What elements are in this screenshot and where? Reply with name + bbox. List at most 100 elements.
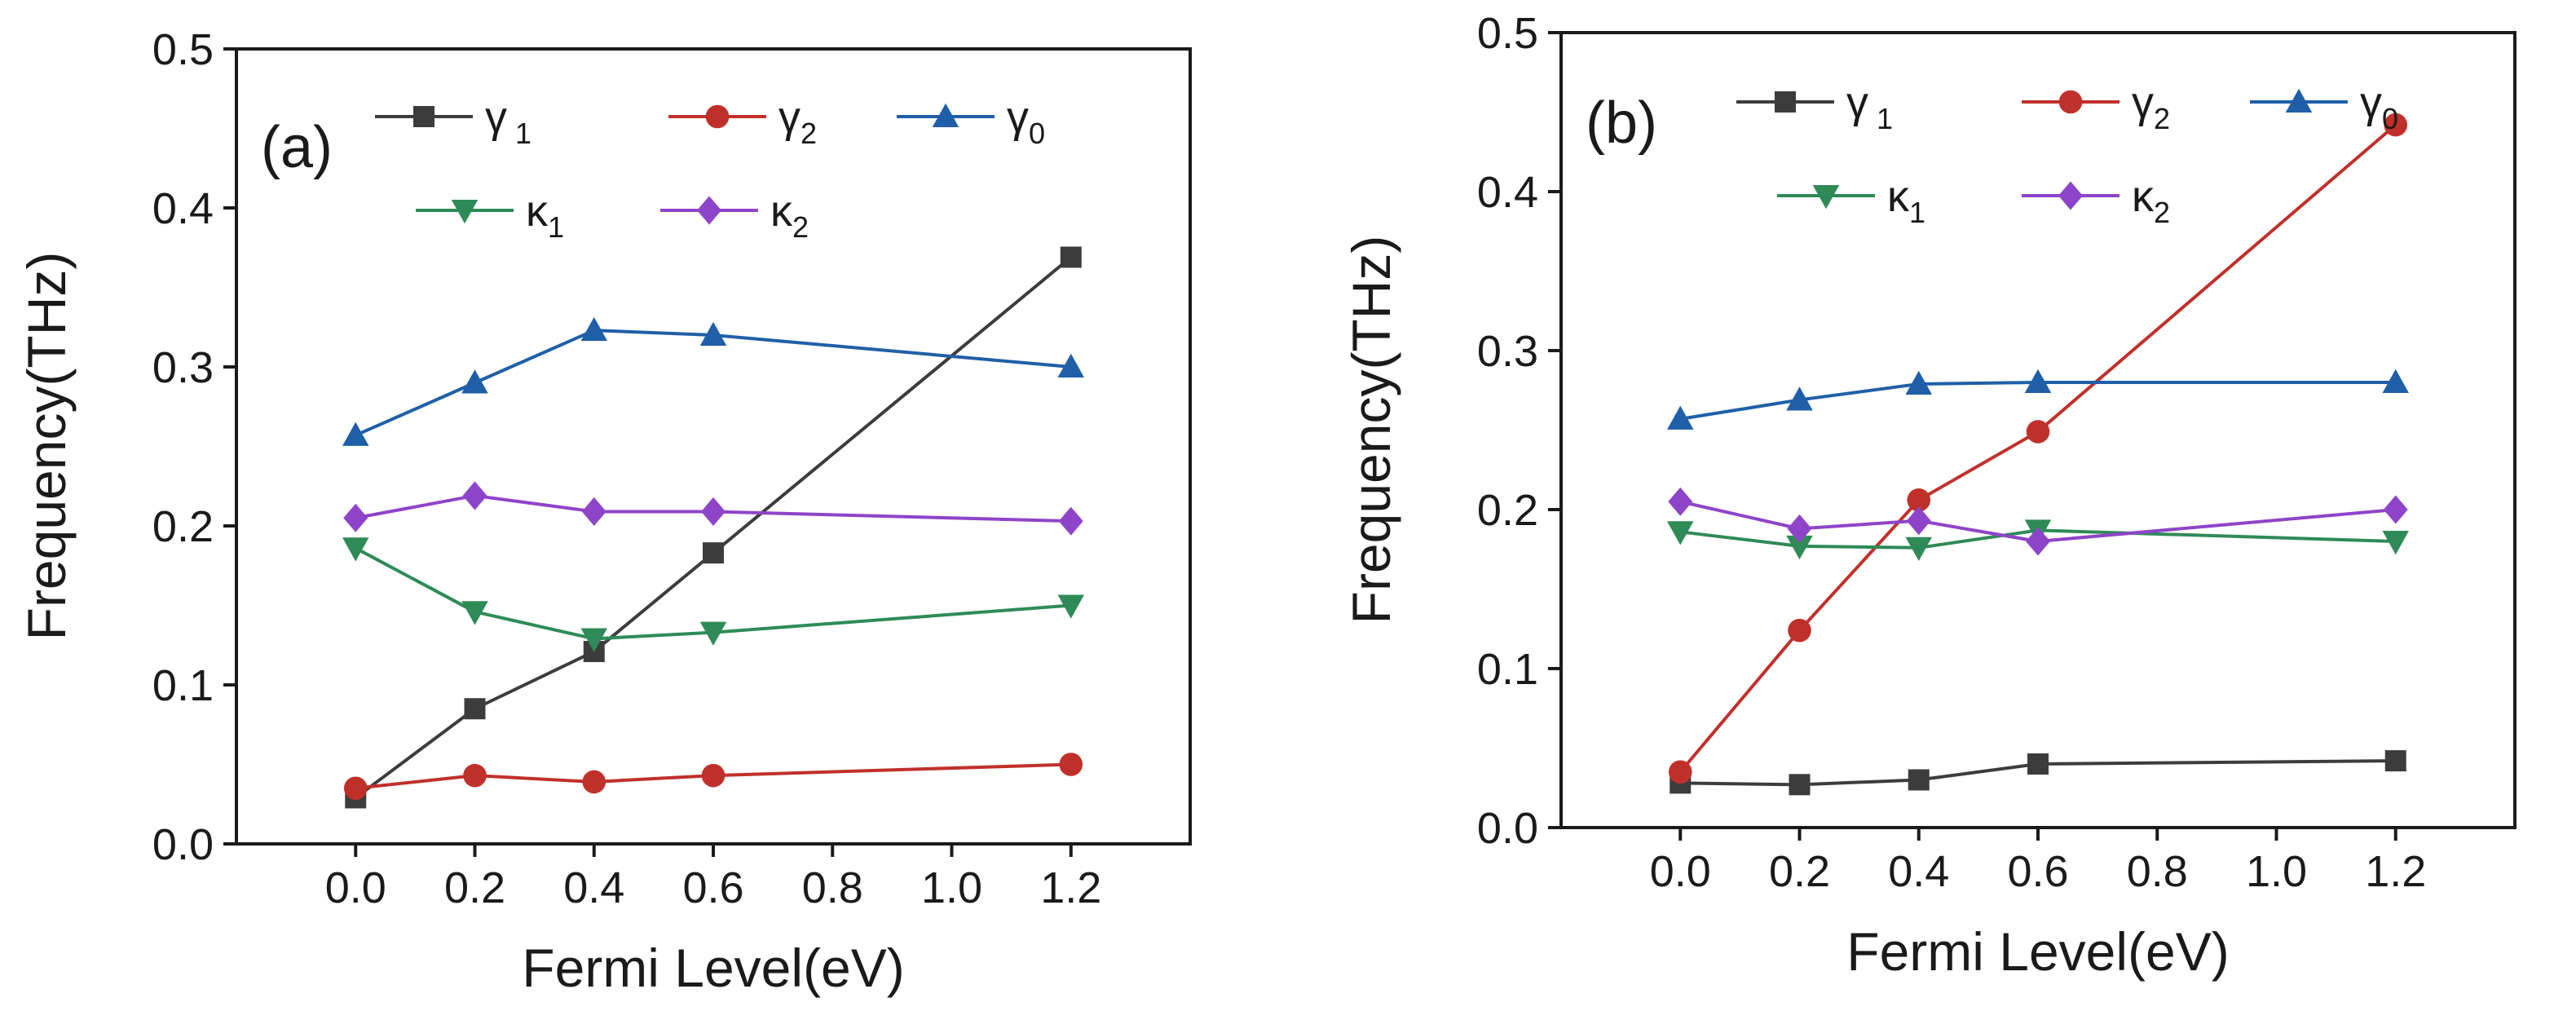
data-point-kappa1 <box>1786 535 1813 560</box>
data-point-kappa2 <box>581 497 607 526</box>
axis-ticks: 0.0 0.2 0.4 0.6 0.8 1.0 1.2 0.0 0.1 0.2 0.3 0.4 0.5 <box>1477 9 2426 896</box>
data-point-gamma1 <box>1789 774 1811 796</box>
x-tick-label: 0.2 <box>444 863 505 912</box>
legend-label: γ2 <box>2132 78 2170 135</box>
legend-marker <box>932 103 959 127</box>
legend-marker-symbol <box>1812 185 1840 210</box>
legend-label: γ 1 <box>485 93 532 150</box>
data-point-gamma0 <box>461 369 488 394</box>
data-point-gamma2 <box>1907 488 1931 512</box>
panel-b: 0.0 0.2 0.4 0.6 0.8 1.0 1.20.00.10.20.30.40.5 … <box>1341 9 2516 982</box>
legend-marker <box>697 196 721 225</box>
data-point-kappa1 <box>342 537 369 562</box>
legend-item-gamma0: γ0 <box>897 93 1045 150</box>
plot-frame <box>235 47 1192 846</box>
legend-label: γ 1 <box>1846 78 1893 135</box>
legend-label: γ0 <box>1007 93 1045 150</box>
data-point-kappa2 <box>701 497 726 526</box>
data-point-gamma0 <box>2382 369 2409 393</box>
axis-ticks: 0.0 0.2 0.4 0.6 0.8 1.0 1.2 0.0 0.1 0.2 0.3 0.4 0.5 <box>152 25 1101 912</box>
legend-label: κ1 <box>1887 172 1925 229</box>
data-point-kappa2 <box>1787 514 1812 543</box>
legend-marker <box>413 106 434 127</box>
series-markers <box>1667 113 2409 796</box>
data-point-gamma0 <box>699 321 727 346</box>
panel-a: 0.0 0.2 0.4 0.6 0.8 1.0 1.20.00.10.20.30.40.5 … <box>16 25 1192 998</box>
legend-item-kappa1: κ1 <box>1777 172 1925 229</box>
x-axis-title: Fermi Level(eV) <box>522 938 904 998</box>
x-tick-label: 0.8 <box>2127 847 2188 896</box>
data-point-kappa2 <box>462 481 487 510</box>
y-tick-label: 0.3 <box>1477 327 1538 376</box>
x-tick-label: 0.2 <box>1769 847 1830 896</box>
y-axis-title: Frequency(THz) <box>1341 236 1401 625</box>
y-tick-label: 0.5 <box>152 25 214 74</box>
legend-item-kappa2: κ2 <box>2022 172 2170 229</box>
y-tick-label: 0.5 <box>1477 9 1538 58</box>
legend-item-gamma1: γ 1 <box>1736 78 1893 135</box>
data-point-kappa2 <box>2026 527 2050 556</box>
legend-label: γ0 <box>2360 78 2398 135</box>
legend-marker-symbol <box>451 200 479 224</box>
data-point-gamma2 <box>2384 113 2408 137</box>
data-point-gamma0 <box>580 316 607 342</box>
y-tick-label: 0.0 <box>152 820 214 869</box>
legend-marker <box>1775 91 1796 113</box>
legend-marker-symbol <box>2058 181 2083 210</box>
data-point-gamma2 <box>1788 618 1811 642</box>
series-line-gamma2 <box>1678 123 2397 774</box>
y-tick-label: 0.0 <box>1477 804 1538 853</box>
y-axis-title: Frequency(THz) <box>16 252 77 641</box>
panel-label: (b) <box>1586 91 1657 156</box>
y-tick-label: 0.3 <box>152 343 214 392</box>
data-point-kappa2 <box>1058 506 1083 536</box>
data-point-gamma1 <box>1908 769 1930 791</box>
data-point-gamma2 <box>582 770 607 794</box>
data-point-gamma2 <box>463 763 487 788</box>
data-point-gamma2 <box>1059 753 1083 776</box>
x-tick-label: 0.4 <box>563 863 624 912</box>
data-point-gamma1 <box>464 698 486 720</box>
y-tick-label: 0.2 <box>1477 486 1538 535</box>
x-tick-label: 0.6 <box>682 863 743 912</box>
data-point-kappa1 <box>699 621 727 646</box>
data-point-gamma1 <box>1060 246 1082 268</box>
legend-marker-symbol <box>413 106 434 127</box>
legend-marker <box>451 200 479 224</box>
legend-label: κ2 <box>770 187 809 244</box>
y-tick-label: 0.4 <box>152 184 214 233</box>
legend-item-gamma1: γ 1 <box>375 93 532 150</box>
x-tick-label: 0.4 <box>1888 847 1949 896</box>
data-point-gamma0 <box>2024 369 2052 393</box>
data-point-gamma2 <box>701 763 726 788</box>
y-tick-label: 0.1 <box>1477 645 1538 694</box>
legend-item-gamma2: γ2 <box>2022 78 2170 135</box>
data-point-kappa2 <box>343 503 368 532</box>
legend-marker <box>2285 88 2313 113</box>
data-point-kappa2 <box>1668 487 1693 516</box>
series-lines <box>1678 123 2397 787</box>
legend-marker-symbol <box>705 104 730 129</box>
series-markers <box>342 246 1084 809</box>
legend-label: κ2 <box>2132 172 2170 229</box>
data-point-gamma2 <box>1668 760 1692 784</box>
data-point-kappa1 <box>461 601 488 625</box>
data-point-gamma1 <box>2384 750 2406 772</box>
x-tick-label: 1.0 <box>921 863 982 912</box>
legend-marker <box>2058 90 2083 114</box>
x-tick-label: 0.0 <box>325 863 386 912</box>
data-point-gamma2 <box>343 776 368 801</box>
legend-marker-symbol <box>697 196 721 225</box>
x-tick-label: 1.0 <box>2246 847 2307 896</box>
data-point-gamma0 <box>342 422 369 446</box>
y-tick-label: 0.2 <box>152 502 214 551</box>
data-point-gamma1 <box>703 542 724 564</box>
data-point-kappa1 <box>1667 521 1694 545</box>
data-point-kappa2 <box>1906 506 1931 536</box>
data-point-gamma0 <box>1786 386 1813 411</box>
legend-marker-symbol <box>932 103 959 127</box>
legend-item-gamma2: γ2 <box>668 93 817 150</box>
data-point-gamma0 <box>1057 353 1084 378</box>
legend-marker-symbol <box>1775 91 1796 113</box>
legend-marker-symbol <box>2058 90 2083 114</box>
